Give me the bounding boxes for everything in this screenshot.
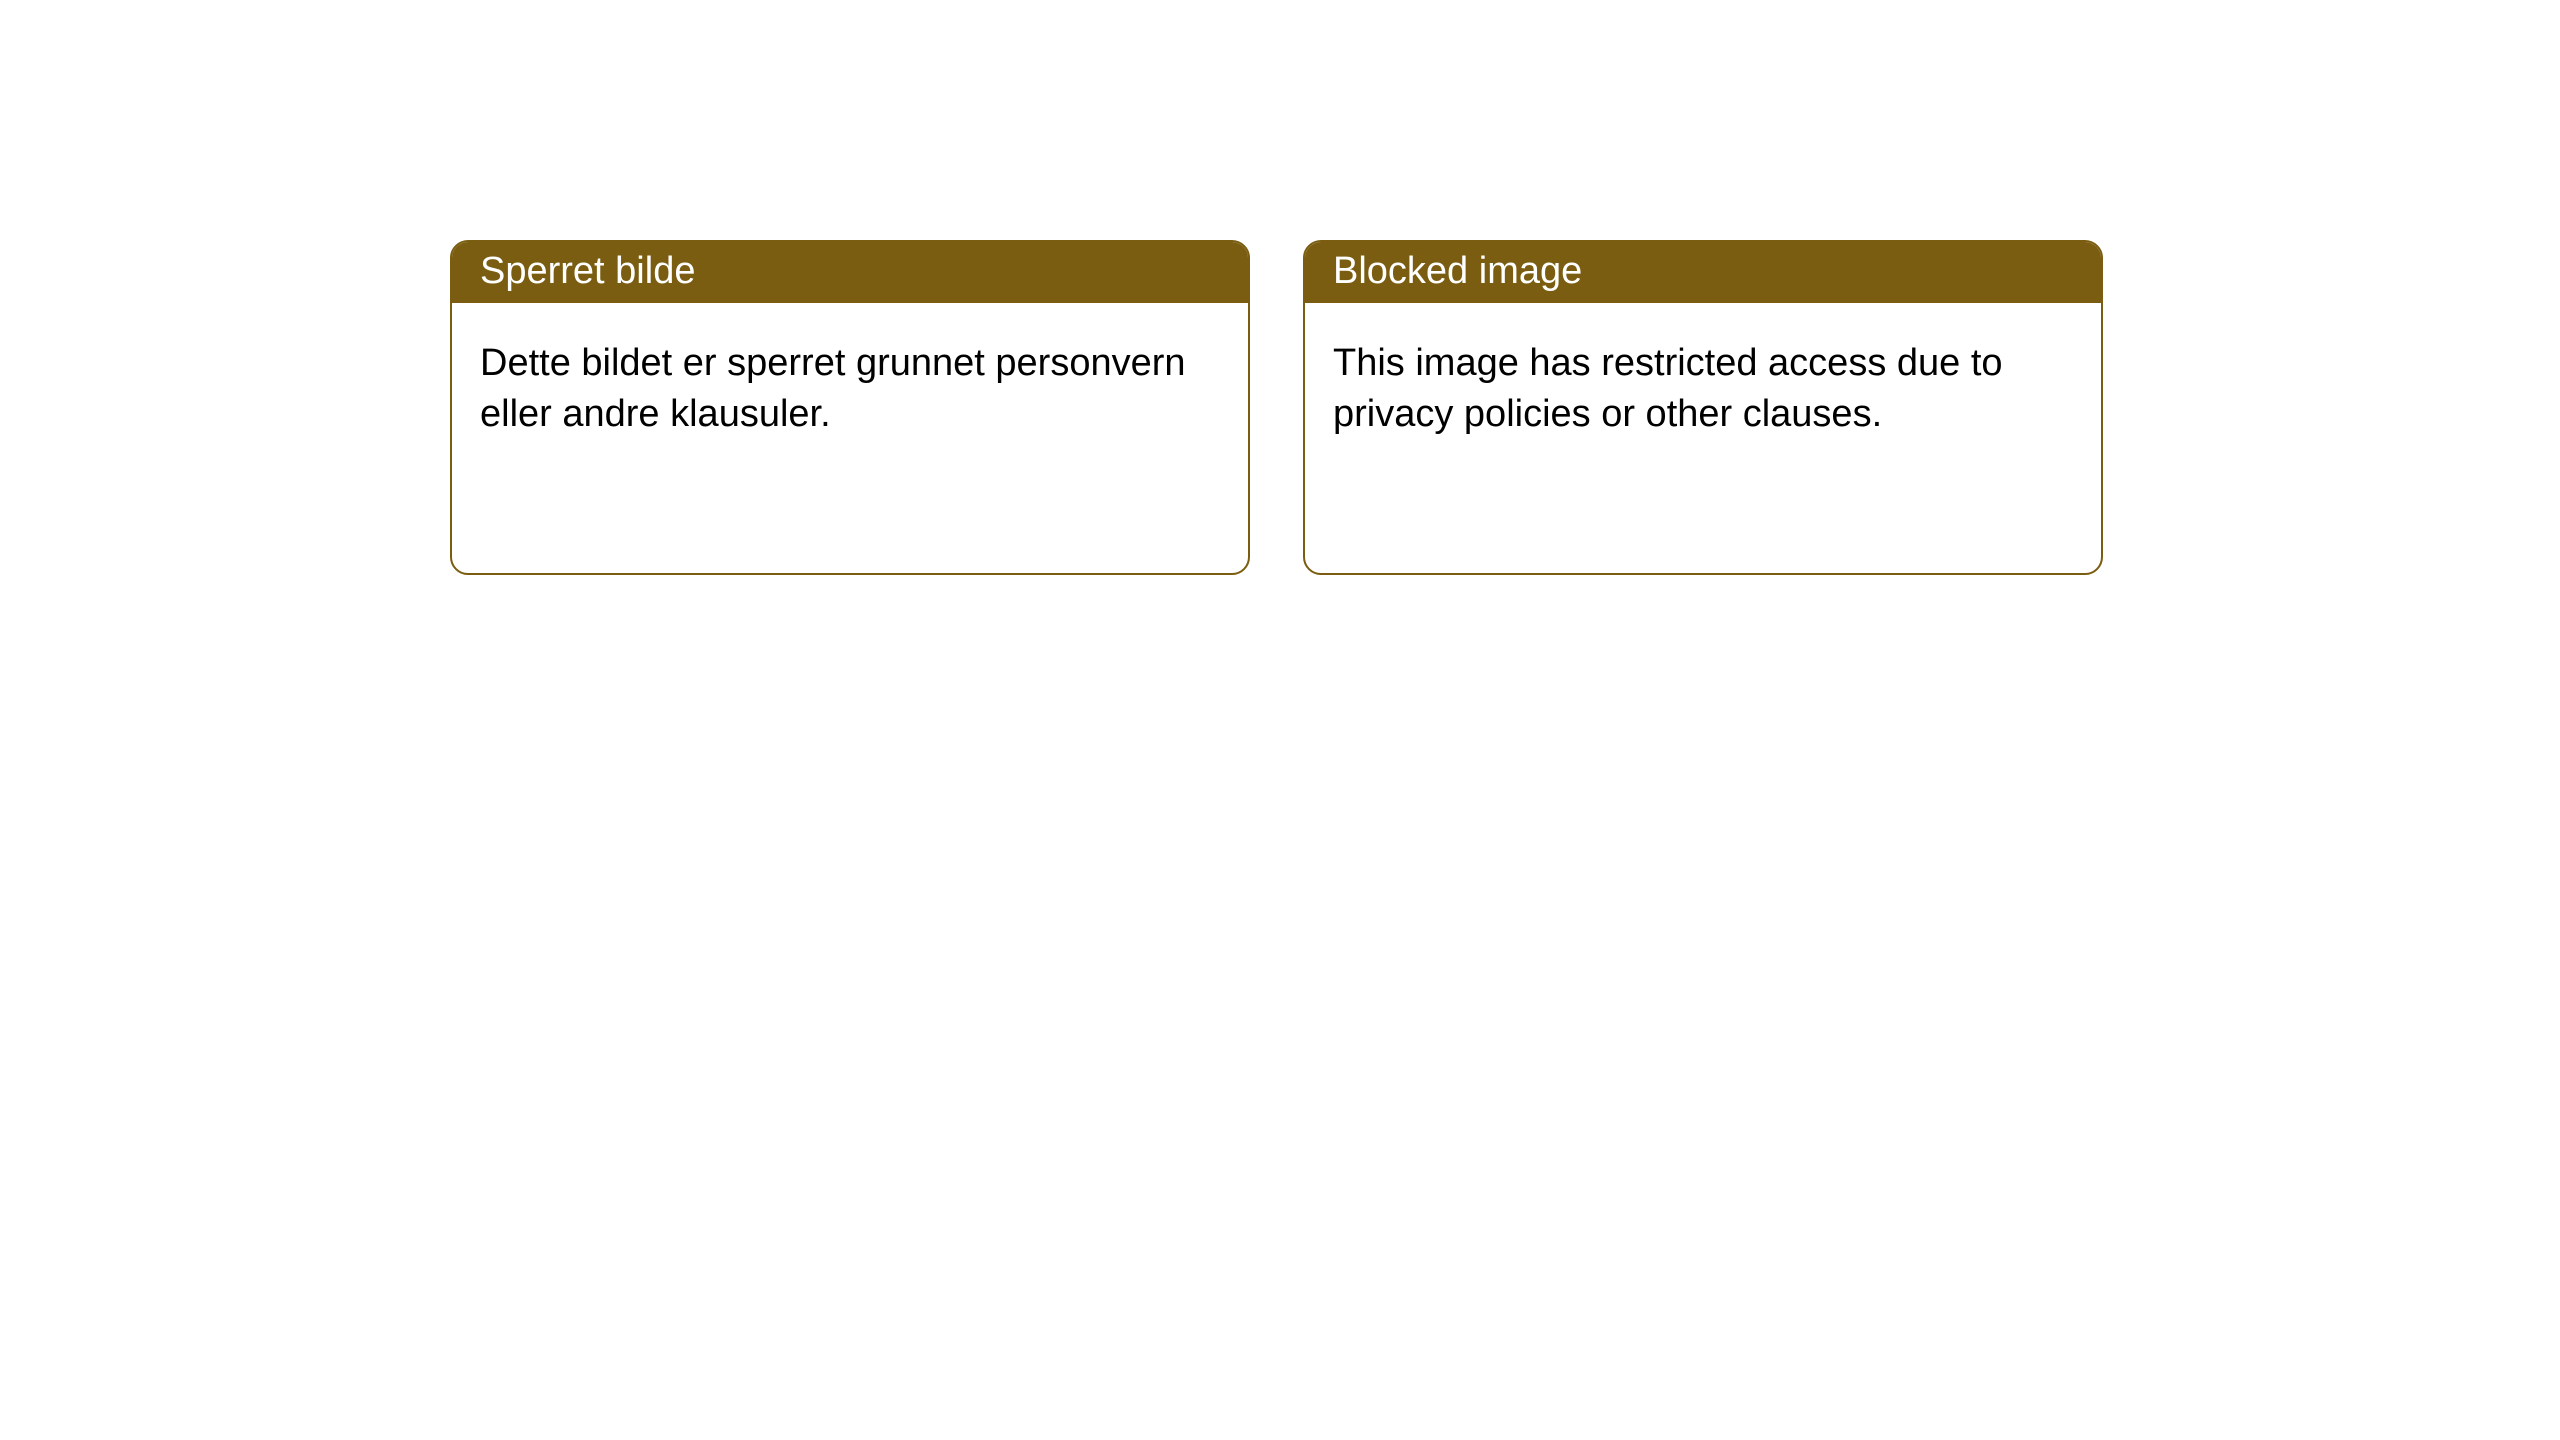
panel-title: Blocked image (1305, 242, 2101, 303)
notice-container: Sperret bilde Dette bildet er sperret gr… (0, 0, 2560, 575)
notice-panel-norwegian: Sperret bilde Dette bildet er sperret gr… (450, 240, 1250, 575)
panel-body-text: This image has restricted access due to … (1305, 303, 2101, 476)
panel-body-text: Dette bildet er sperret grunnet personve… (452, 303, 1248, 476)
notice-panel-english: Blocked image This image has restricted … (1303, 240, 2103, 575)
panel-title: Sperret bilde (452, 242, 1248, 303)
